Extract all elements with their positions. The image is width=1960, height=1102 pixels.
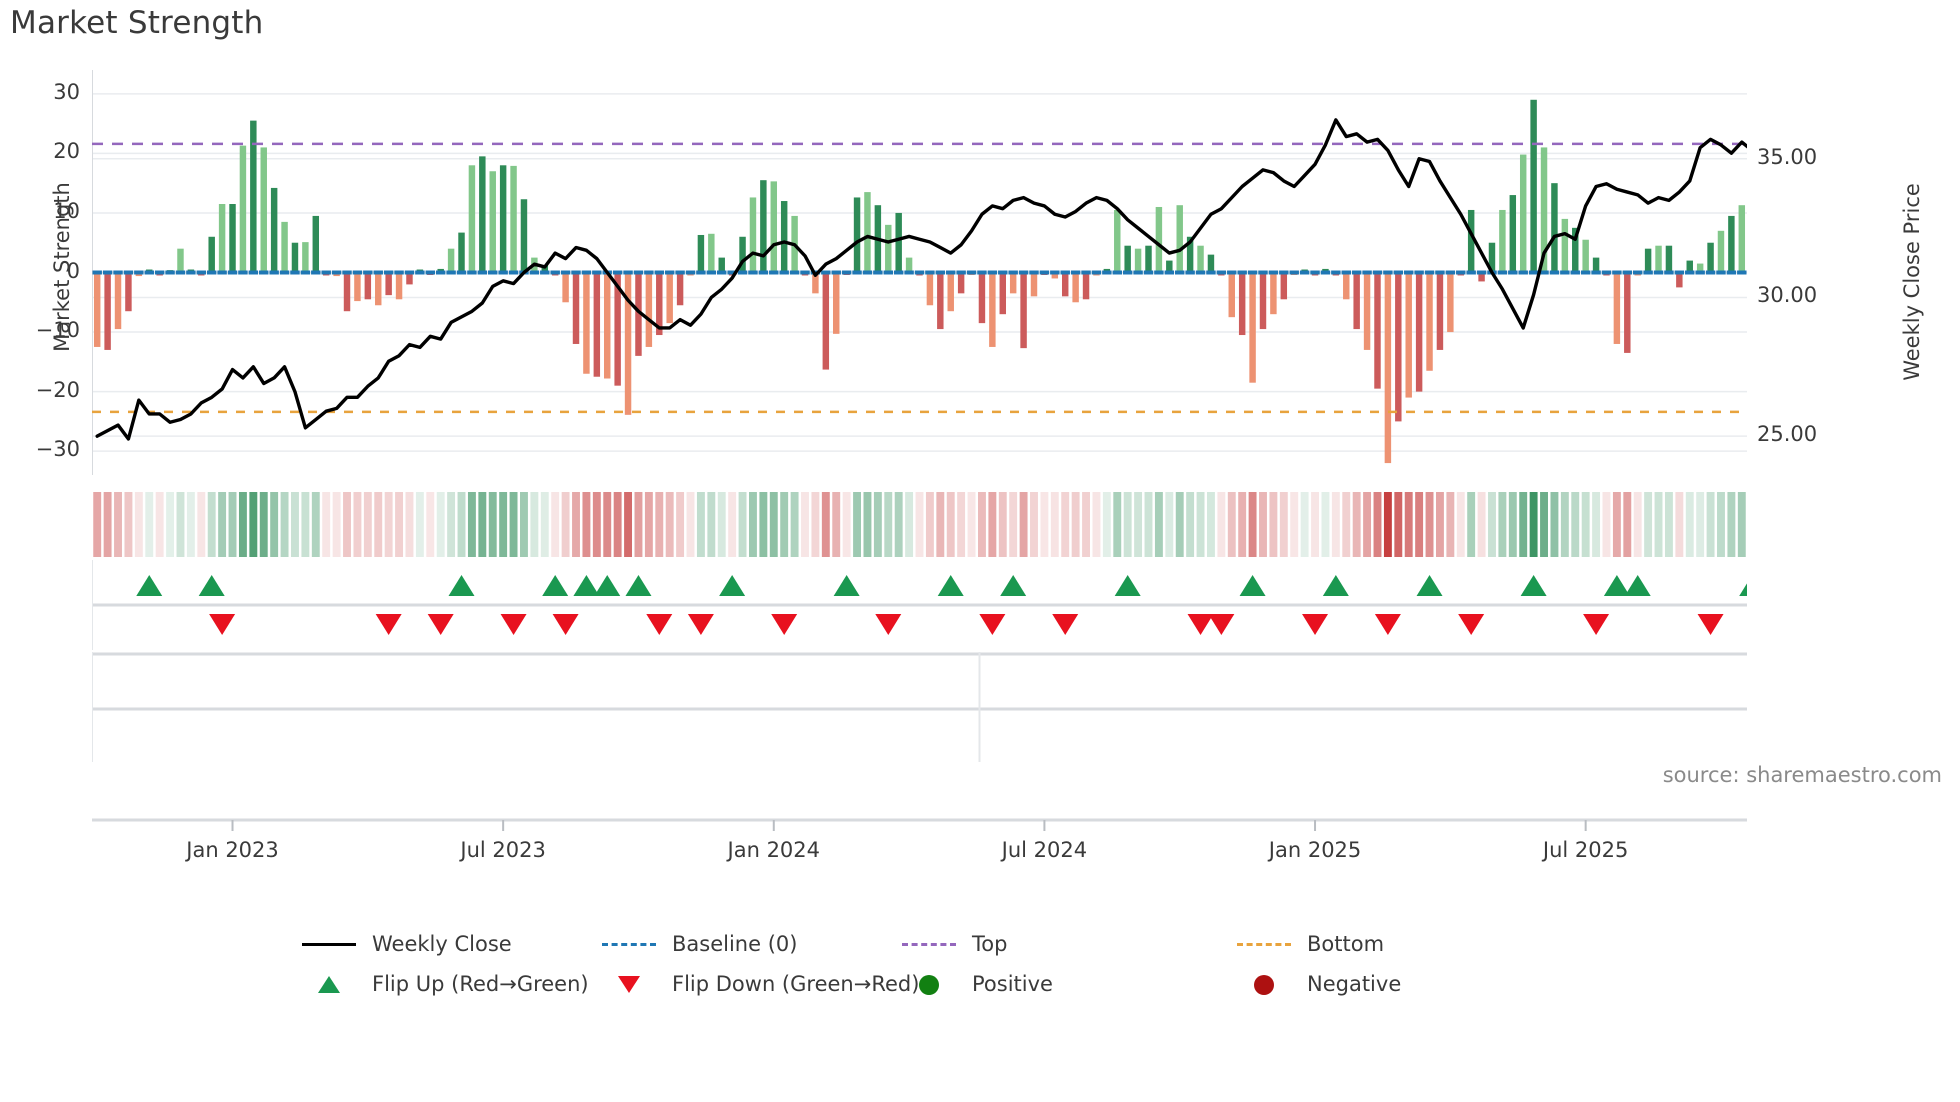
legend-label: Bottom	[1307, 932, 1385, 956]
legend-item-top[interactable]: Top	[900, 932, 1007, 956]
legend-item-negative[interactable]: Negative	[1235, 972, 1401, 996]
x-axis	[92, 818, 1747, 888]
triangle-down-icon	[600, 972, 658, 996]
legend-item-flip-up-red-green[interactable]: Flip Up (Red→Green)	[300, 972, 589, 996]
solid-line-icon	[300, 932, 358, 956]
page-title: Market Strength	[10, 5, 264, 41]
chart-legend: Weekly Close Baseline (0) Top Bottom Flip Up…	[300, 932, 1660, 1012]
legend-label: Flip Down (Green→Red)	[672, 972, 920, 996]
strength-heatmap-strip	[92, 492, 1747, 557]
y2-axis-tick-label: 25.00	[1757, 422, 1818, 447]
x-axis-tick-label: Jul 2023	[460, 838, 546, 862]
legend-label: Weekly Close	[372, 932, 512, 956]
legend-label: Baseline (0)	[672, 932, 798, 956]
y-axis-tick-label: 0	[66, 258, 80, 283]
x-axis-tick-label: Jul 2025	[1542, 838, 1629, 862]
circle-icon	[1235, 972, 1293, 996]
legend-label: Positive	[972, 972, 1053, 996]
legend-item-positive[interactable]: Positive	[900, 972, 1053, 996]
flip-marker-band	[92, 560, 1747, 650]
y-axis-tick-label: −20	[35, 377, 80, 402]
right-axis-title: Weekly Close Price	[1900, 183, 1924, 381]
lower-axes-area	[91, 652, 1747, 762]
legend-row: Weekly Close Baseline (0) Top Bottom	[300, 932, 1660, 964]
legend-item-weekly-close[interactable]: Weekly Close	[300, 932, 512, 956]
legend-label: Negative	[1307, 972, 1402, 996]
dashed-line-icon	[600, 932, 658, 956]
legend-label: Flip Up (Red→Green)	[372, 972, 589, 996]
x-axis-tick-label: Jan 2025	[1268, 838, 1362, 862]
source-attribution: source: sharemaestro.com	[1662, 763, 1942, 787]
y-axis-tick-label: 30	[53, 79, 80, 104]
dotted-line-icon	[1235, 932, 1293, 956]
legend-item-bottom[interactable]: Bottom	[1235, 932, 1384, 956]
y-axis-tick-label: −10	[35, 318, 80, 343]
y-axis-tick-label: −30	[35, 437, 80, 462]
legend-row: Flip Up (Red→Green) Flip Down (Green→Red)…	[300, 972, 1660, 1004]
legend-item-baseline-0[interactable]: Baseline (0)	[600, 932, 797, 956]
y2-axis-tick-label: 30.00	[1757, 283, 1818, 308]
x-axis-tick-label: Jan 2023	[186, 838, 279, 862]
y-axis-tick-label: 10	[53, 198, 80, 223]
dotted-line-icon	[900, 932, 958, 956]
triangle-up-icon	[300, 972, 358, 996]
y2-axis-tick-label: 35.00	[1757, 144, 1818, 169]
circle-icon	[900, 972, 958, 996]
legend-label: Top	[972, 932, 1008, 956]
legend-item-flip-down-green-red[interactable]: Flip Down (Green→Red)	[600, 972, 919, 996]
x-axis-tick-label: Jan 2024	[727, 838, 821, 862]
main-plot-area	[92, 70, 1747, 475]
x-axis-tick-label: Jul 2024	[1001, 838, 1088, 862]
y-axis-tick-label: 20	[53, 139, 80, 164]
